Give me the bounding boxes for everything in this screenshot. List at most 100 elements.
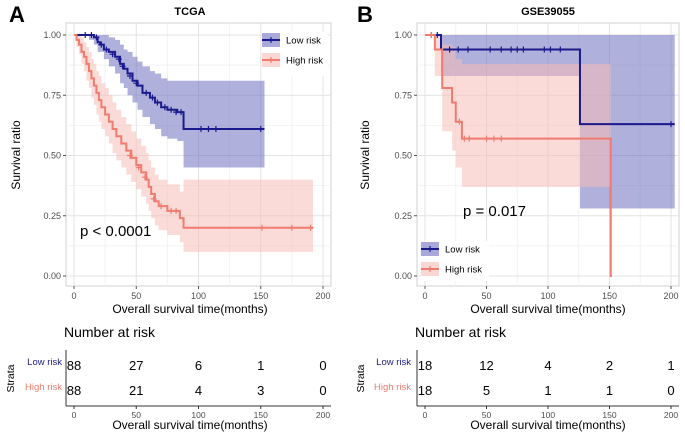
y-tick-label: 0.50: [43, 151, 61, 161]
risk-count: 1: [257, 358, 264, 373]
y-tick-label: 1.00: [43, 30, 61, 40]
censor-mark-low-risk: [541, 46, 548, 53]
x-tick-label: 0: [422, 291, 427, 301]
censor-mark-high-risk: [135, 164, 142, 171]
survival-curve-high-risk: [74, 34, 314, 229]
risk-row-label: Low risk: [376, 357, 411, 368]
y-tick-label: 0.75: [43, 90, 61, 100]
x-tick-label: 50: [131, 291, 141, 301]
censor-mark-low-risk: [197, 125, 204, 132]
censor-mark-high-risk: [456, 118, 463, 125]
x-tick-label: 200: [315, 291, 330, 301]
censor-mark-low-risk: [88, 32, 95, 38]
risk-x-tick-label: 200: [316, 410, 330, 420]
risk-x-tick-label: 50: [482, 410, 492, 420]
x-tick-label: 100: [540, 291, 555, 301]
risk-x-tick-label: 150: [602, 410, 616, 420]
confidence-band-low-risk: [74, 35, 265, 168]
y-tick-label: 1.00: [394, 30, 412, 40]
censor-mark-high-risk: [498, 135, 505, 142]
censor-mark-low-risk: [103, 46, 110, 53]
survival-curve-high-risk: [425, 34, 612, 277]
risk-x-tick-label: 150: [254, 410, 268, 420]
censor-mark-high-risk: [150, 195, 157, 202]
risk-x-tick-label: 100: [541, 410, 555, 420]
legend-label: Low risk: [445, 245, 480, 256]
risk-row-label: Low risk: [27, 357, 62, 368]
censor-mark-high-risk: [466, 135, 473, 142]
risk-count: 5: [483, 383, 490, 398]
y-tick-label: 0.00: [394, 271, 412, 281]
risk-count: 27: [129, 358, 143, 373]
censor-mark-low-risk: [149, 94, 156, 101]
confidence-band-low-risk: [425, 35, 675, 209]
censor-mark-low-risk: [668, 121, 674, 128]
censor-mark-low-risk: [109, 51, 116, 58]
legend-label: High risk: [286, 56, 323, 67]
risk-count: 0: [319, 358, 326, 373]
x-tick-label: 150: [253, 291, 268, 301]
x-tick-label: 50: [481, 291, 491, 301]
x-tick-label: 200: [663, 291, 678, 301]
risk-x-tick-label: 50: [132, 410, 142, 420]
risk-x-tick-label: 100: [191, 410, 205, 420]
censor-mark-low-risk: [133, 80, 140, 87]
legend-label: High risk: [445, 265, 482, 276]
censor-mark-high-risk: [483, 135, 490, 142]
risk-count: 4: [195, 383, 202, 398]
risk-row-label: High risk: [25, 382, 62, 393]
strata-label: Strata: [355, 364, 367, 392]
y-tick-label: 0.25: [394, 211, 412, 221]
risk-table-x-label: Overall survival time(months): [112, 418, 267, 432]
censor-mark-low-risk: [127, 72, 134, 79]
risk-x-tick-label: 200: [664, 410, 678, 420]
censor-mark-low-risk: [520, 46, 527, 53]
censor-mark-low-risk: [115, 56, 122, 63]
censor-mark-high-risk: [307, 224, 314, 231]
risk-table-title: Number at risk: [415, 324, 507, 340]
risk-count: 4: [544, 358, 551, 373]
y-tick-label: 0.75: [394, 90, 412, 100]
risk-table-x-label: Overall survival time(months): [470, 418, 625, 432]
chart-title: TCGA: [174, 6, 205, 18]
y-tick-label: 0.50: [394, 151, 412, 161]
p-value: p < 0.0001: [80, 223, 151, 240]
censor-mark-high-risk: [288, 224, 295, 231]
x-tick-label: 0: [71, 291, 76, 301]
x-tick-label: 150: [602, 291, 617, 301]
censor-mark-low-risk: [143, 89, 150, 96]
censor-mark-low-risk: [93, 34, 100, 41]
risk-count: 0: [667, 383, 674, 398]
censor-mark-high-risk: [428, 32, 435, 38]
chart-title: GSE39055: [521, 6, 575, 18]
censor-mark-low-risk: [205, 125, 212, 132]
censor-mark-low-risk: [557, 46, 564, 53]
risk-x-tick-label: 0: [72, 410, 77, 420]
legend: Low risk High risk: [421, 241, 489, 281]
censor-mark-low-risk: [257, 125, 264, 132]
censor-mark-high-risk: [258, 224, 265, 231]
censor-mark-high-risk: [158, 203, 165, 210]
risk-table: Number at risk Strata Low risk 18 12 4 2 1 High …: [355, 324, 679, 432]
legend-censor: [268, 57, 274, 63]
censor-mark-high-risk: [141, 174, 148, 181]
censor-mark-low-risk: [212, 125, 219, 132]
censor-mark-low-risk: [455, 46, 462, 53]
censor-mark-low-risk: [465, 46, 472, 53]
censor-mark-low-risk: [446, 46, 453, 53]
risk-count: 6: [195, 358, 202, 373]
strata-label: Strata: [5, 364, 17, 392]
censor-mark-low-risk: [119, 63, 126, 70]
legend-censor: [427, 246, 433, 252]
censor-mark-low-risk: [508, 46, 515, 53]
risk-count: 18: [418, 383, 432, 398]
risk-count: 1: [606, 383, 613, 398]
censor-mark-low-risk: [498, 46, 505, 53]
risk-count: 21: [129, 383, 143, 398]
x-axis-label: Overall survival time(months): [112, 302, 267, 316]
y-tick-label: 0.00: [43, 271, 61, 281]
risk-row-label: High risk: [374, 382, 411, 393]
